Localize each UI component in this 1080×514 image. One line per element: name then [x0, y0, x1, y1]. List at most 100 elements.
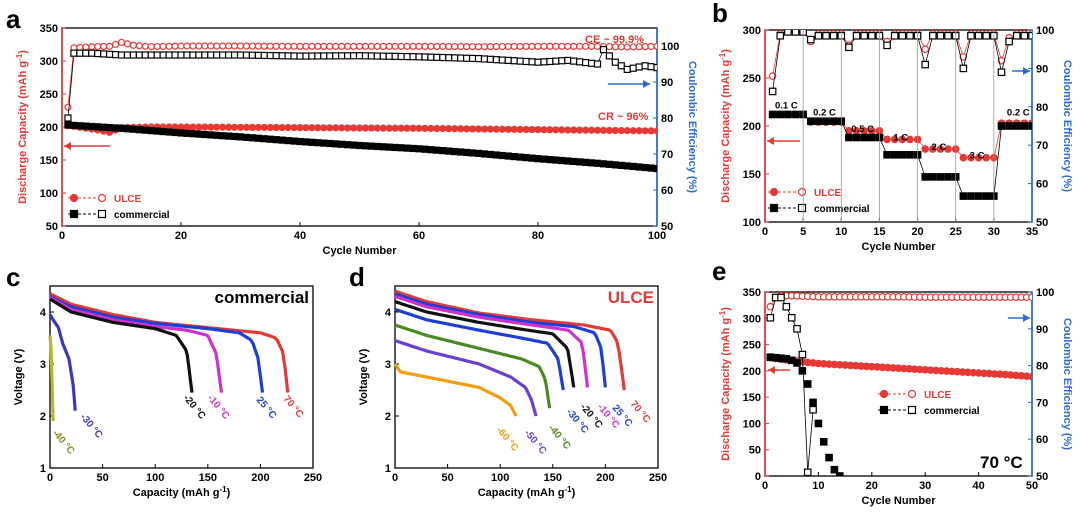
data-point — [409, 124, 417, 132]
y-tick-label: 4 — [40, 307, 47, 319]
data-point — [480, 55, 489, 63]
data-point — [611, 58, 619, 66]
data-point — [433, 146, 441, 154]
data-point — [385, 143, 393, 151]
data-point — [361, 42, 370, 50]
data-point — [1028, 31, 1032, 40]
data-point — [784, 30, 792, 36]
data-point — [433, 53, 441, 61]
data-point — [492, 151, 500, 159]
data-point — [852, 133, 861, 142]
data-point — [1028, 122, 1032, 130]
y2-tick-label: 90 — [1036, 324, 1048, 336]
y-tick-label: 100 — [743, 418, 761, 430]
data-point — [189, 123, 197, 131]
data-point — [236, 51, 245, 59]
data-point — [302, 52, 310, 60]
data-point — [230, 123, 239, 131]
x-tick-label: 0 — [762, 480, 768, 492]
data-point — [171, 42, 179, 50]
data-point — [576, 158, 584, 166]
data-point — [468, 125, 477, 133]
x-tick-label: 50 — [96, 472, 108, 484]
y2-axis-title: Coulombic Efficiency (%) — [1061, 318, 1073, 450]
data-point — [653, 63, 657, 72]
rate-label: 0.5 C — [851, 124, 874, 135]
curve-label: -60 °C — [494, 425, 521, 454]
data-point — [100, 50, 108, 58]
data-point — [349, 52, 358, 60]
data-point — [344, 42, 352, 50]
legend-marker-open — [97, 193, 107, 203]
data-point — [183, 51, 191, 59]
data-point — [367, 42, 375, 50]
data-point — [338, 52, 346, 60]
data-point — [474, 149, 483, 157]
data-point — [564, 126, 572, 134]
data-point — [230, 132, 239, 141]
rate-label: 3 C — [970, 151, 985, 162]
data-point — [445, 42, 453, 51]
rate-label: 1 C — [893, 132, 908, 143]
data-point — [835, 472, 844, 476]
data-point — [558, 57, 566, 65]
data-point — [641, 62, 649, 70]
data-point — [1020, 31, 1029, 40]
voltage-curve — [394, 292, 607, 388]
data-point — [605, 126, 614, 135]
data-point — [284, 136, 292, 145]
data-point — [403, 42, 411, 50]
data-point — [278, 52, 286, 60]
data-point — [1020, 122, 1029, 130]
panel-letter: a — [6, 4, 21, 34]
data-point — [302, 138, 310, 146]
data-point — [409, 42, 417, 50]
data-point — [373, 142, 381, 151]
x-tick-label: 150 — [199, 472, 217, 484]
y-tick-label: 150 — [40, 155, 58, 167]
y-tick-label: 300 — [743, 313, 761, 325]
data-point — [308, 42, 316, 50]
data-point — [207, 42, 215, 50]
curve-label: -40 °C — [50, 428, 77, 457]
data-point — [117, 124, 126, 132]
data-point — [498, 42, 506, 51]
data-point — [830, 465, 839, 474]
x-tick-label: 5 — [800, 226, 806, 238]
data-point — [617, 161, 625, 170]
data-point — [552, 42, 560, 50]
data-point — [982, 192, 991, 200]
y2-tick-label: 70 — [1036, 397, 1048, 409]
data-point — [100, 42, 108, 51]
y-axis-title: Discharge Capacity (mAh g-1) — [718, 49, 732, 203]
panel-letter: e — [712, 256, 726, 286]
data-point — [379, 42, 387, 50]
data-point — [355, 141, 364, 150]
data-point — [385, 42, 393, 50]
data-point — [195, 51, 203, 59]
rate-label: 2 C — [932, 142, 947, 153]
data-point — [296, 124, 304, 132]
x-tick-label: 0 — [762, 226, 768, 238]
data-point — [117, 38, 126, 47]
data-point — [599, 160, 608, 168]
data-point — [516, 57, 524, 65]
data-point — [242, 51, 251, 59]
data-point — [883, 135, 891, 144]
data-point — [427, 146, 435, 154]
data-point — [814, 31, 823, 40]
data-point — [593, 126, 602, 134]
data-point — [546, 57, 554, 66]
curve-label: -10 °C — [205, 393, 232, 422]
data-point — [344, 52, 352, 60]
data-point — [415, 145, 423, 153]
data-point — [516, 153, 524, 161]
chart-panel-b: b 0 5 10 15 20 25 30 35 100 150 200 250 300 50 60 70 80 90… — [712, 0, 1073, 253]
data-point — [201, 42, 209, 50]
temperature-annotation: 70 °C — [980, 453, 1023, 472]
arrow-right-axis-head — [1023, 314, 1030, 322]
y2-tick-label: 70 — [661, 149, 673, 161]
data-points — [768, 30, 1032, 200]
data-point — [463, 125, 471, 133]
